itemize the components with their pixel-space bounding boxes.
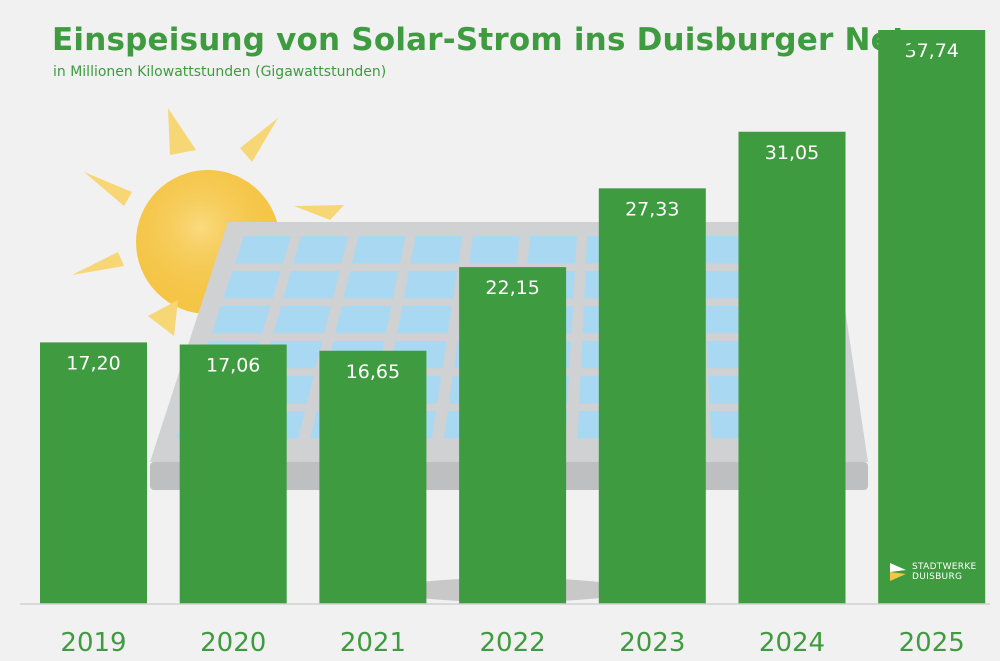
panel-cell: [234, 236, 291, 264]
x-tick-label: 2019: [60, 628, 126, 658]
logo-mark-icon: [890, 563, 906, 581]
bar-2021: [319, 350, 427, 604]
chart-subtitle: in Millionen Kilowattstunden (Gigawattst…: [53, 64, 387, 80]
panel-cell: [351, 236, 406, 264]
panel-cell: [397, 306, 452, 334]
x-tick-label: 2021: [340, 628, 406, 658]
bar-value-label: 37,74: [904, 40, 958, 62]
panel-cell: [468, 236, 520, 264]
panel-cell: [211, 306, 271, 334]
panel-cell: [283, 271, 340, 299]
bar-2025: [878, 30, 986, 604]
x-tick-label: 2022: [480, 628, 546, 658]
bar-value-label: 16,65: [346, 361, 400, 383]
bar-series: 17,20 17,06 16,65 22,15 27,33 31,05 37,74: [40, 30, 986, 604]
bar-value-label: 17,06: [206, 355, 260, 377]
x-tick-label: 2024: [759, 628, 825, 658]
bar-value-label: 22,15: [485, 277, 539, 299]
panel-cell: [335, 306, 392, 334]
x-tick-label: 2023: [619, 628, 685, 658]
chart-title: Einspeisung von Solar-Strom ins Duisburg…: [52, 22, 926, 58]
stadtwerke-logo: STADTWERKE DUISBURG: [890, 562, 977, 582]
bar-value-label: 27,33: [625, 198, 679, 220]
logo-line-2: DUISBURG: [912, 572, 963, 582]
bar-2024: [738, 131, 846, 604]
bar-2019: [40, 342, 147, 604]
panel-cell: [273, 306, 331, 334]
x-axis: 2019 2020 2021 2022 2023 2024 2025: [60, 628, 964, 658]
bar-2020: [179, 344, 287, 604]
panel-cell: [223, 271, 281, 299]
x-tick-label: 2025: [899, 628, 965, 658]
bar-value-label: 17,20: [66, 352, 120, 374]
bar-2022: [459, 267, 567, 604]
panel-cell: [403, 271, 458, 299]
panel-cell: [410, 236, 463, 264]
bar-value-label: 31,05: [765, 142, 819, 164]
bar-2023: [598, 188, 706, 604]
panel-cell: [527, 236, 577, 264]
x-tick-label: 2020: [200, 628, 266, 658]
panel-cell: [343, 271, 399, 299]
logo-line-1: STADTWERKE: [912, 562, 977, 572]
panel-cell: [293, 236, 349, 264]
